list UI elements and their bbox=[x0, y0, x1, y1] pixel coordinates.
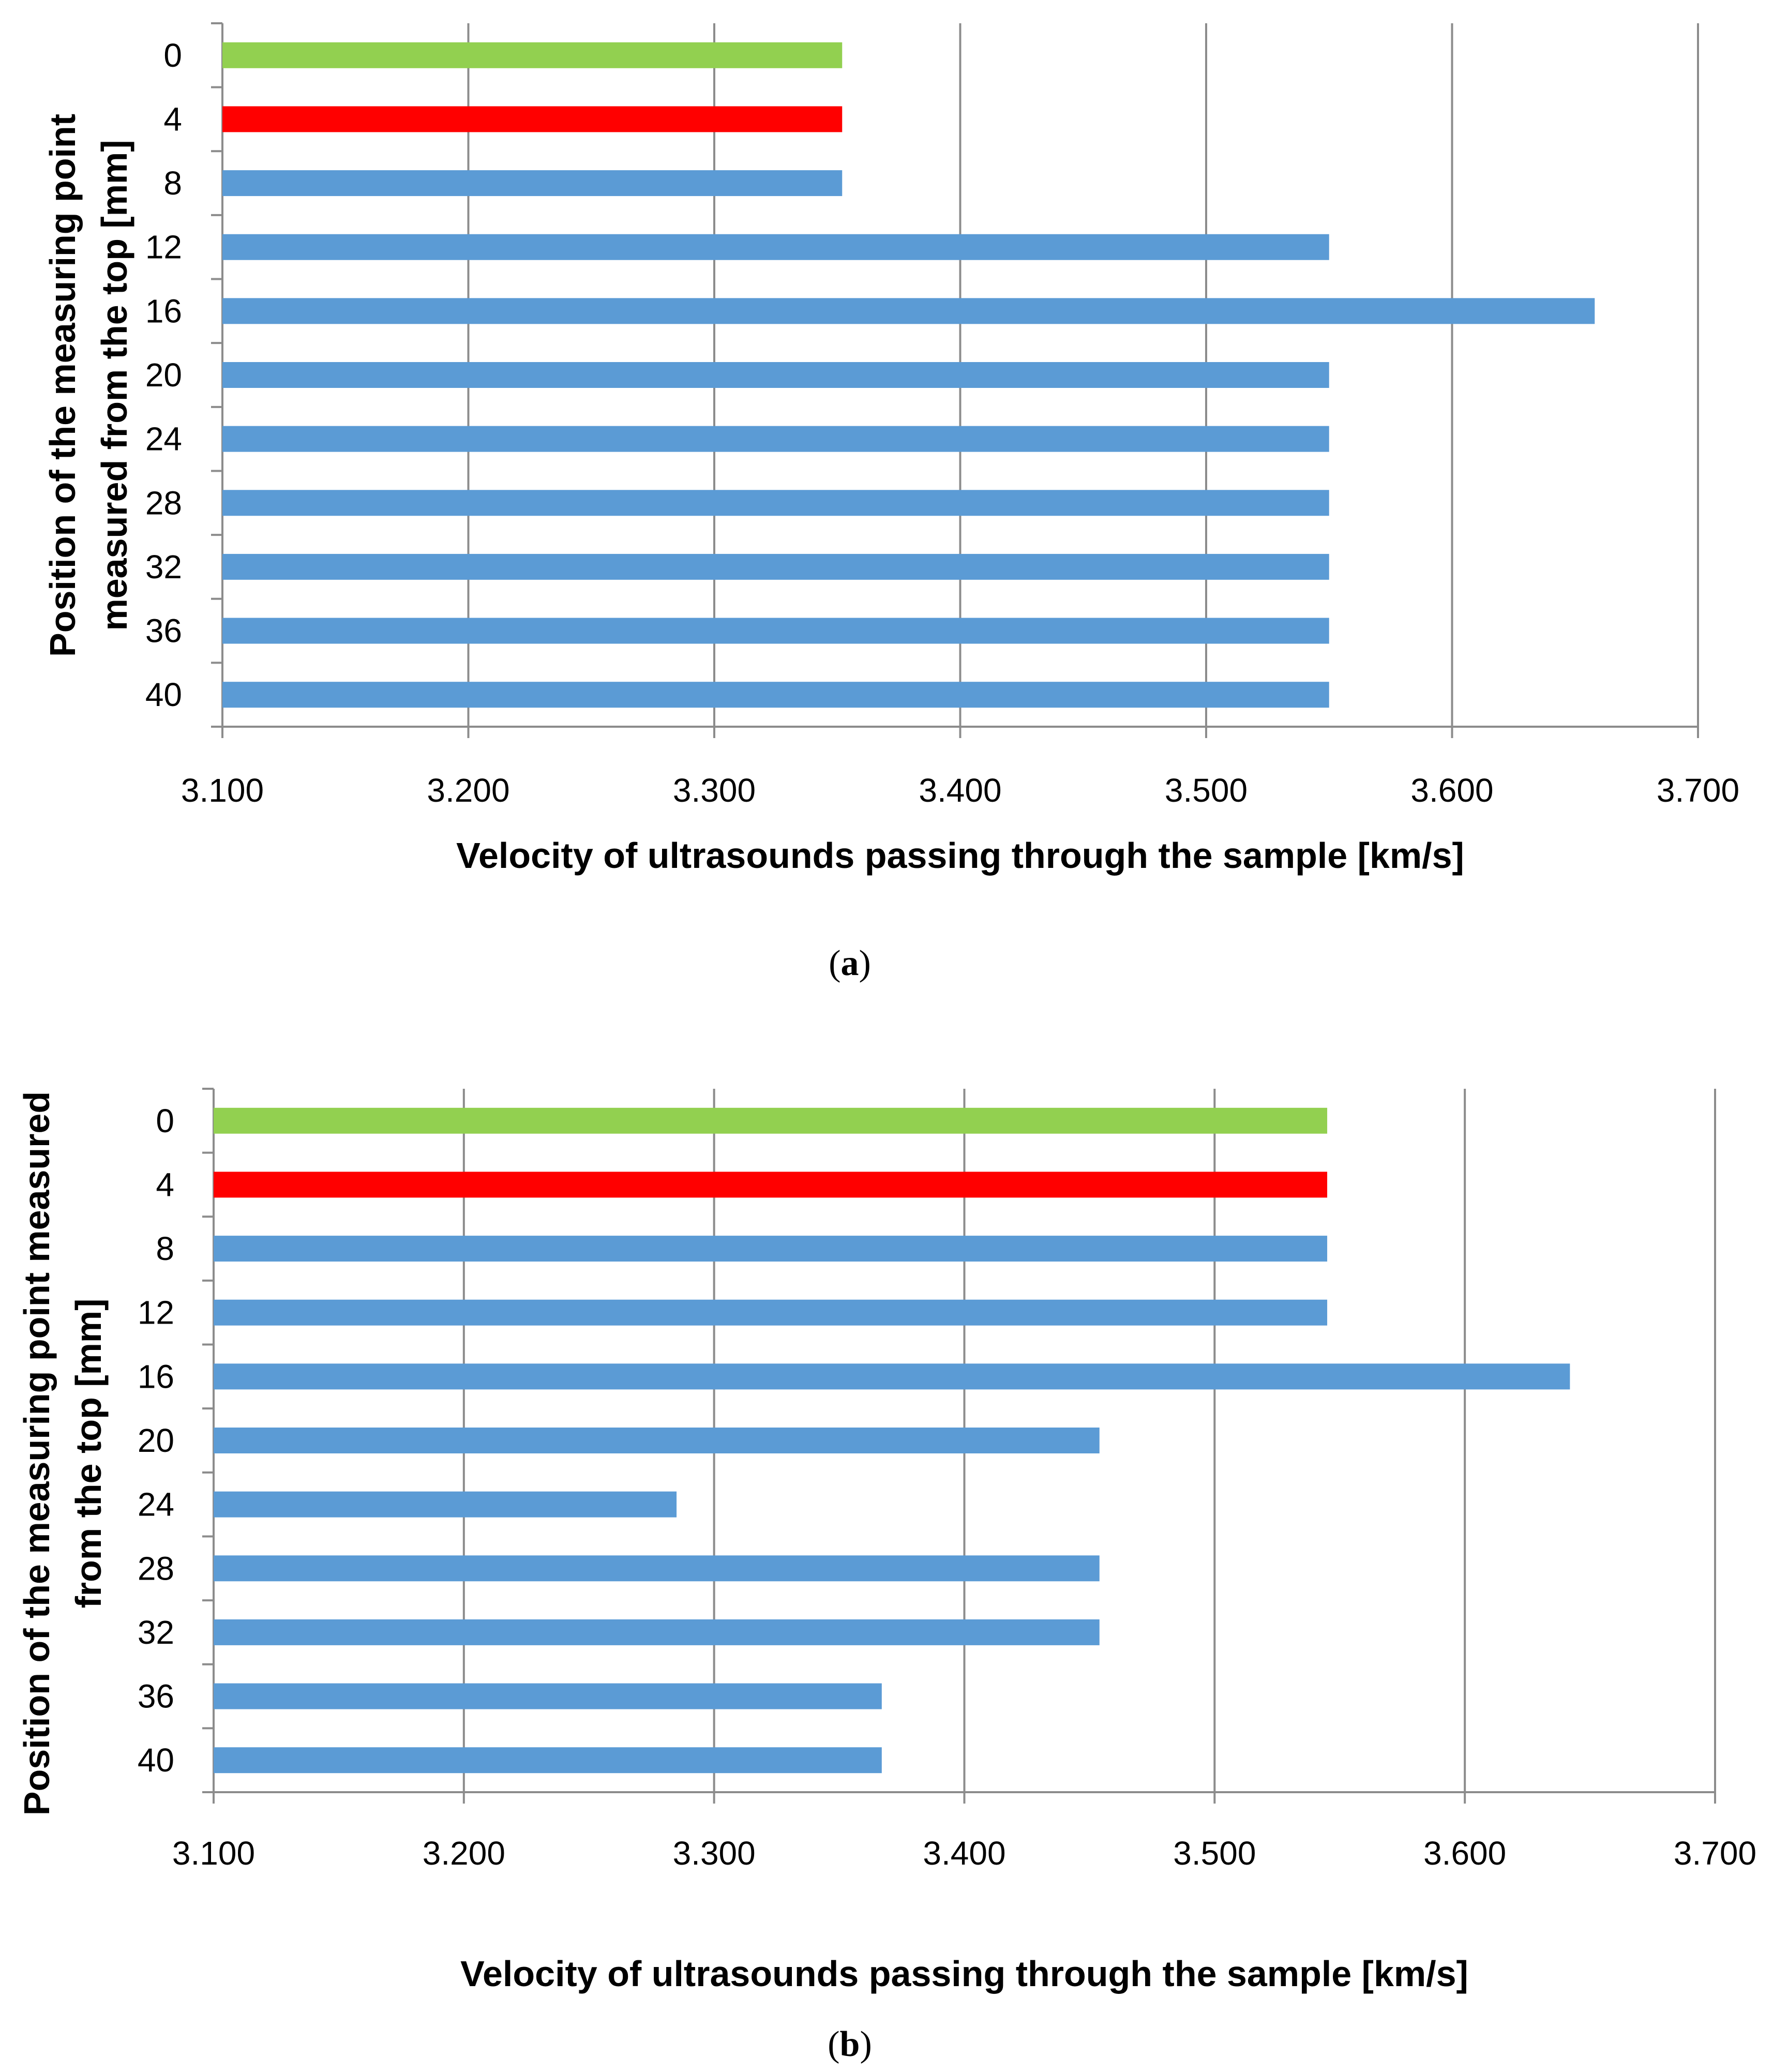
y-category-label: 0 bbox=[163, 37, 182, 74]
bar-40 bbox=[214, 1747, 882, 1774]
chart-b: 3.100 3.200 3.300 3.400 3.500 3.600 3.700 0 4 8 12… bbox=[17, 1088, 1756, 2064]
y-category-label: 32 bbox=[138, 1614, 174, 1651]
y-category-label: 12 bbox=[138, 1294, 174, 1331]
x-tick-label: 3.200 bbox=[423, 1835, 505, 1872]
y-category-label: 20 bbox=[138, 1422, 174, 1459]
y-category-label: 36 bbox=[138, 1678, 174, 1715]
y-category-label: 24 bbox=[138, 1486, 174, 1523]
y-category-label: 40 bbox=[138, 1741, 174, 1779]
x-tick-label: 3.700 bbox=[1674, 1835, 1756, 1872]
y-category-label: 4 bbox=[156, 1166, 174, 1203]
bar-28 bbox=[214, 1555, 1100, 1582]
bar-8 bbox=[222, 170, 843, 197]
x-tick-label: 3.300 bbox=[673, 772, 756, 809]
bar-24 bbox=[222, 426, 1329, 452]
x-tick-label: 3.600 bbox=[1410, 772, 1493, 809]
y-category-label: 12 bbox=[145, 229, 182, 266]
bar-4 bbox=[222, 106, 843, 132]
bar-0 bbox=[214, 1107, 1328, 1134]
y-axis-title-line: Position of the measuring point measured bbox=[17, 1091, 57, 1815]
bar-40 bbox=[222, 682, 1329, 708]
bar-36 bbox=[214, 1683, 882, 1709]
x-tick-label: 3.500 bbox=[1165, 772, 1248, 809]
bar-16 bbox=[214, 1363, 1570, 1390]
y-category-label: 20 bbox=[145, 356, 182, 394]
bar-32 bbox=[214, 1619, 1100, 1645]
y-axis-title: Position of the measuring point measured … bbox=[42, 114, 134, 657]
x-tick-label: 3.100 bbox=[181, 772, 264, 809]
x-tick-label: 3.300 bbox=[673, 1835, 756, 1872]
panel-caption: (a) bbox=[829, 943, 871, 983]
y-category-label: 16 bbox=[138, 1358, 174, 1395]
x-tick-label: 3.100 bbox=[172, 1835, 255, 1872]
y-axis-title-line: Position of the measuring point bbox=[42, 114, 83, 657]
y-category-label: 4 bbox=[163, 100, 182, 138]
y-category-label: 0 bbox=[156, 1102, 174, 1139]
x-tick-label: 3.500 bbox=[1173, 1835, 1256, 1872]
chart-a: 3.100 3.200 3.300 3.400 3.500 3.600 3.700 0 4 8 12… bbox=[42, 22, 1739, 983]
y-axis-title-line: measured from the top [mm] bbox=[94, 140, 134, 631]
panel-caption: (b) bbox=[828, 2024, 872, 2064]
y-axis-title-line: from the top [mm] bbox=[68, 1299, 109, 1609]
y-category-label: 40 bbox=[145, 676, 182, 713]
bar-16 bbox=[222, 298, 1595, 324]
y-axis-title: Position of the measuring point measured… bbox=[17, 1091, 109, 1815]
y-category-label: 28 bbox=[145, 484, 182, 521]
x-axis-title: Velocity of ultrasounds passing through … bbox=[456, 835, 1464, 876]
bar-36 bbox=[222, 618, 1329, 644]
y-category-label: 16 bbox=[145, 292, 182, 329]
bar-28 bbox=[222, 490, 1329, 516]
bar-20 bbox=[214, 1428, 1100, 1453]
y-category-label: 8 bbox=[156, 1230, 174, 1267]
bar-4 bbox=[214, 1172, 1328, 1198]
y-category-label: 24 bbox=[145, 421, 182, 458]
bar-12 bbox=[222, 234, 1329, 260]
bar-32 bbox=[222, 553, 1329, 580]
y-category-label: 8 bbox=[163, 164, 182, 202]
bar-12 bbox=[214, 1299, 1328, 1326]
bar-24 bbox=[214, 1491, 677, 1518]
y-category-label: 28 bbox=[138, 1550, 174, 1587]
x-tick-label: 3.400 bbox=[919, 772, 1001, 809]
x-tick-label: 3.600 bbox=[1423, 1835, 1506, 1872]
x-tick-label: 3.200 bbox=[427, 772, 509, 809]
bar-0 bbox=[222, 42, 843, 68]
y-category-label: 36 bbox=[145, 612, 182, 650]
x-tick-label: 3.400 bbox=[923, 1835, 1005, 1872]
x-tick-label: 3.700 bbox=[1657, 772, 1739, 809]
x-axis-title: Velocity of ultrasounds passing through … bbox=[460, 1954, 1468, 1994]
bar-8 bbox=[214, 1236, 1328, 1262]
bar-20 bbox=[222, 362, 1329, 388]
y-category-label: 32 bbox=[145, 548, 182, 585]
